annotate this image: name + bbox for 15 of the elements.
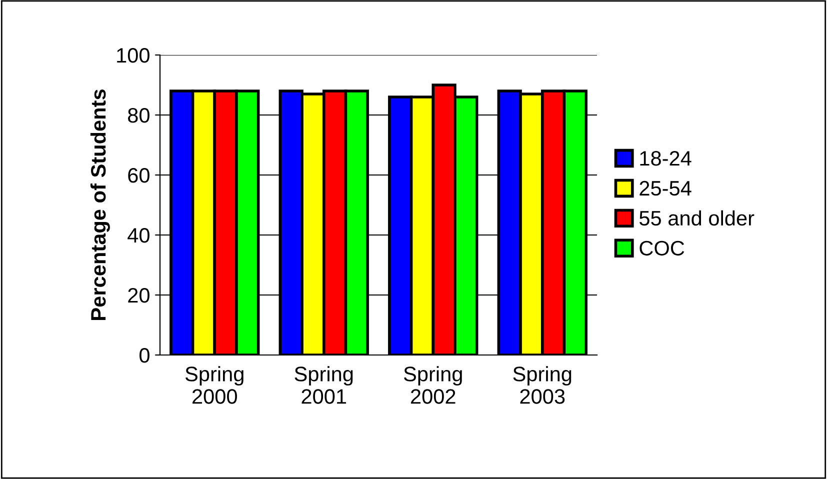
x-tick-label: Spring 2002 [404, 366, 462, 404]
legend-label: 25-54 [640, 180, 692, 196]
x-tick-label: Spring 2001 [294, 366, 353, 404]
x-tick-label: Spring 2003 [513, 366, 572, 404]
y-axis-title: Percentage of Students [90, 90, 110, 320]
y-tick-label: 80 [128, 108, 150, 123]
y-tick-label: 60 [128, 168, 150, 183]
legend-label: 18-24 [640, 150, 692, 166]
legend-label: COC [640, 240, 684, 256]
y-tick-label: 0 [140, 348, 150, 363]
y-tick-label: 20 [128, 288, 150, 303]
y-tick-label: 100 [117, 48, 150, 63]
y-tick-label: 40 [128, 228, 150, 243]
legend-label: 55 and older [640, 210, 754, 226]
x-tick-label: Spring 2000 [185, 366, 244, 404]
